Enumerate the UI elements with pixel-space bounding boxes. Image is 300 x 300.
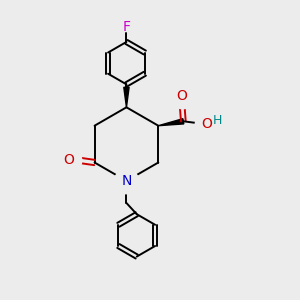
Text: O: O: [202, 117, 212, 130]
Polygon shape: [124, 87, 129, 107]
Text: N: N: [121, 174, 132, 188]
Text: O: O: [176, 89, 187, 103]
Text: H: H: [213, 114, 223, 127]
Text: F: F: [122, 20, 130, 34]
Polygon shape: [158, 119, 184, 126]
Text: O: O: [63, 153, 74, 166]
